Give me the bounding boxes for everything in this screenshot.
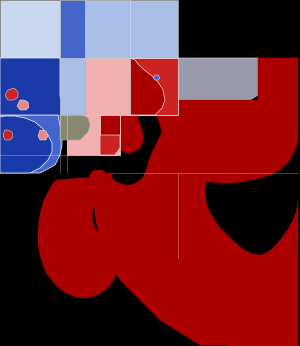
Polygon shape	[0, 58, 60, 115]
Polygon shape	[60, 0, 130, 60]
Polygon shape	[89, 170, 106, 181]
Polygon shape	[85, 58, 130, 115]
Polygon shape	[85, 0, 178, 58]
Polygon shape	[100, 115, 120, 135]
Polygon shape	[100, 135, 120, 155]
Polygon shape	[5, 88, 18, 100]
Polygon shape	[3, 130, 13, 140]
Polygon shape	[258, 58, 298, 100]
Polygon shape	[178, 58, 258, 100]
Polygon shape	[95, 100, 298, 345]
Polygon shape	[17, 100, 29, 110]
Polygon shape	[60, 0, 130, 58]
Polygon shape	[60, 58, 178, 115]
Polygon shape	[0, 58, 67, 155]
Polygon shape	[85, 0, 130, 58]
Polygon shape	[130, 58, 178, 115]
Polygon shape	[0, 116, 52, 173]
Polygon shape	[38, 130, 48, 140]
Polygon shape	[153, 75, 160, 80]
Polygon shape	[67, 115, 120, 155]
Polygon shape	[112, 57, 298, 183]
Polygon shape	[0, 115, 62, 173]
Polygon shape	[38, 178, 116, 298]
Polygon shape	[94, 103, 298, 346]
Polygon shape	[60, 115, 90, 140]
Polygon shape	[130, 58, 165, 115]
Polygon shape	[0, 0, 60, 60]
Polygon shape	[0, 100, 55, 155]
